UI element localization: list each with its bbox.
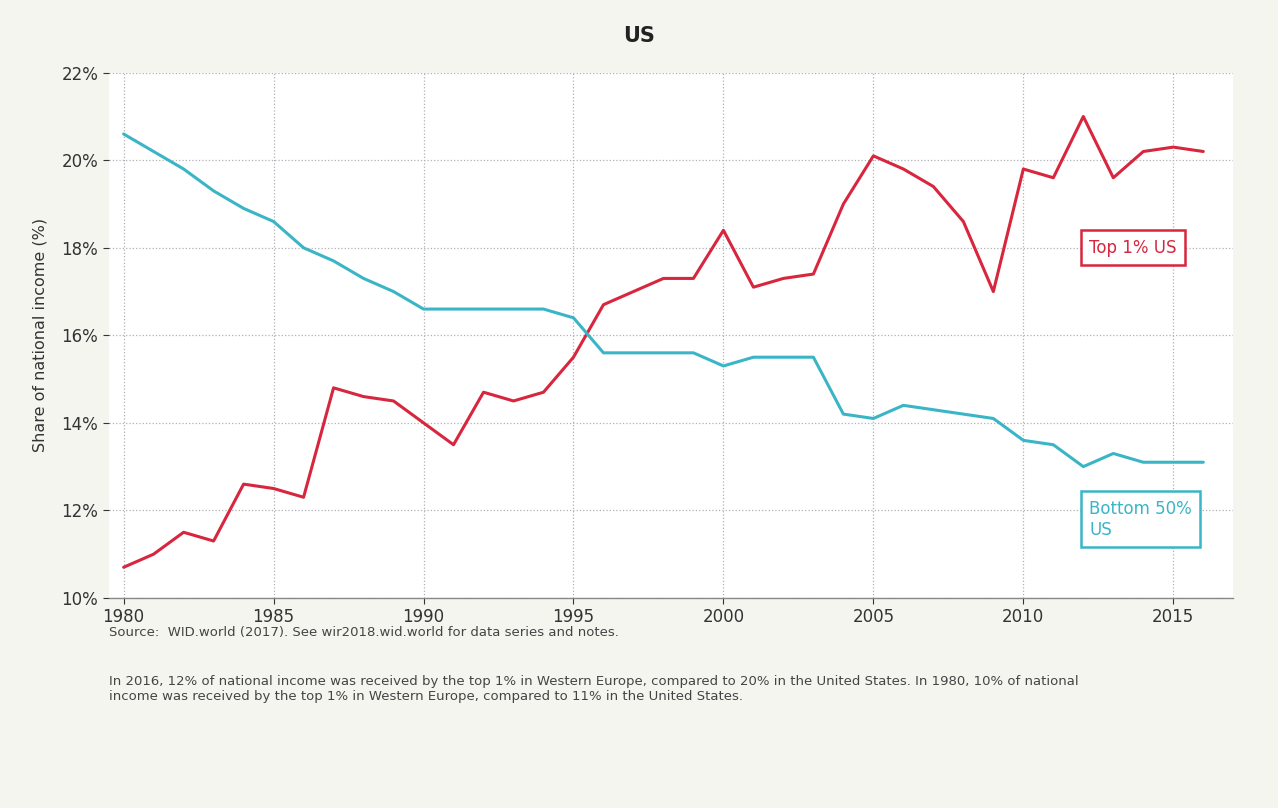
Y-axis label: Share of national income (%): Share of national income (%) bbox=[32, 218, 47, 452]
Text: In 2016, 12% of national income was received by the top 1% in Western Europe, co: In 2016, 12% of national income was rece… bbox=[109, 675, 1079, 703]
Text: Top 1% US: Top 1% US bbox=[1089, 239, 1177, 257]
Text: US: US bbox=[624, 27, 654, 46]
Text: Source:  WID.world (2017). See wir2018.wid.world for data series and notes.: Source: WID.world (2017). See wir2018.wi… bbox=[109, 626, 619, 639]
Text: Bottom 50%
US: Bottom 50% US bbox=[1089, 499, 1192, 539]
